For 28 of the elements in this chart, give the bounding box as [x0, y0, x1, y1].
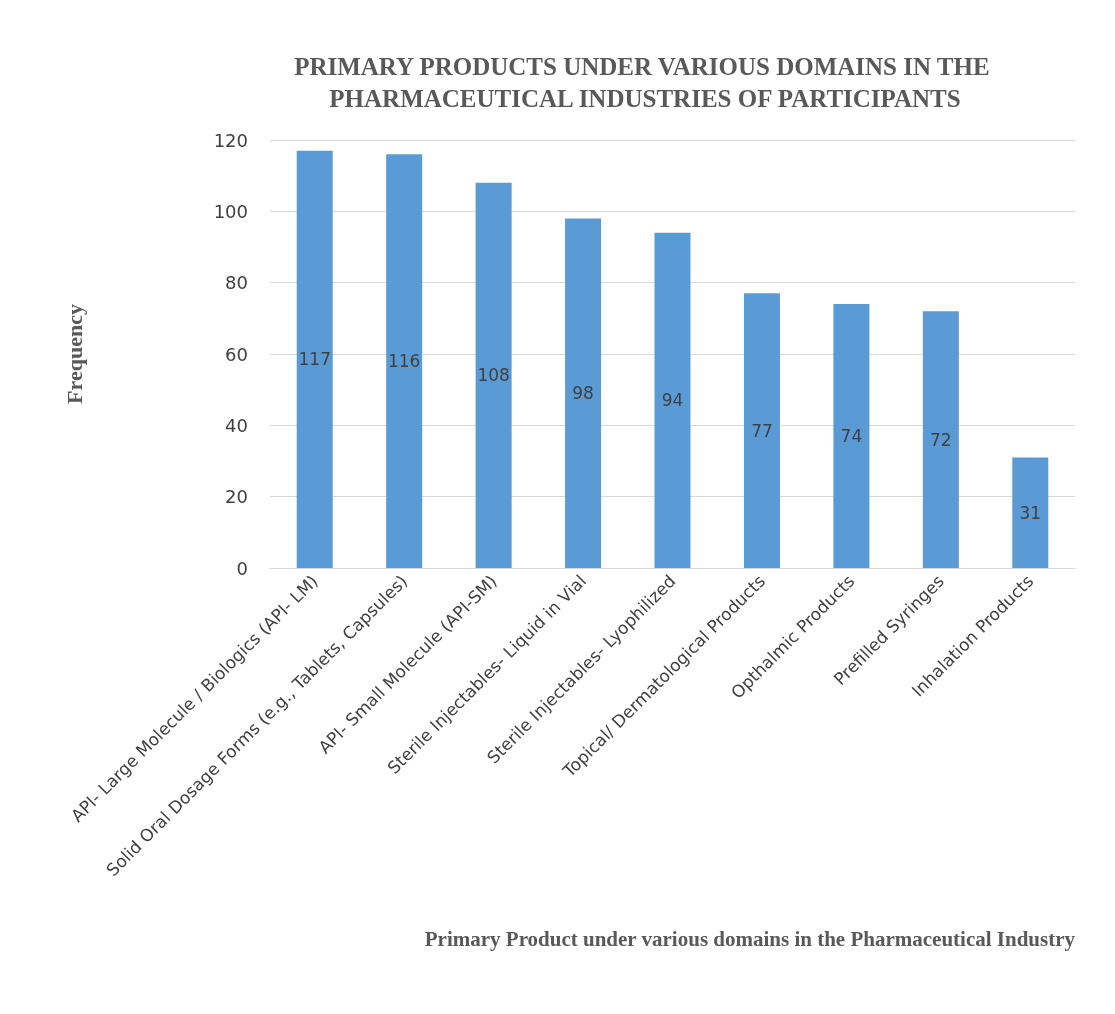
y-tick-label: 80	[225, 272, 248, 294]
y-axis-title: Frequency	[61, 304, 87, 404]
bar	[475, 182, 512, 568]
data-label: 116	[387, 351, 421, 372]
data-label: 77	[751, 420, 773, 441]
bar	[565, 218, 602, 568]
bar	[386, 154, 423, 568]
chart-title: PRIMARY PRODUCTS UNDER VARIOUS DOMAINS IN THE PHARMACEUTICAL INDUSTRIES OF PARTICIPANTS	[294, 52, 996, 112]
data-label: 74	[840, 426, 863, 447]
bar	[743, 293, 780, 568]
bar	[1012, 457, 1049, 568]
bar	[833, 304, 870, 568]
data-label: 108	[477, 365, 510, 386]
y-tick-label: 0	[236, 557, 248, 579]
y-tick-label: 40	[225, 414, 248, 436]
data-label: 72	[930, 429, 952, 450]
y-tick-label: 120	[213, 129, 248, 151]
y-tick-label: 60	[225, 343, 248, 365]
bar	[922, 311, 959, 568]
data-label: 98	[572, 383, 594, 404]
y-tick-label: 100	[213, 200, 248, 222]
data-label: 94	[661, 390, 684, 411]
data-label: 31	[1019, 502, 1042, 523]
data-label: 117	[298, 349, 331, 370]
y-tick-label: 20	[225, 486, 248, 508]
bar	[296, 150, 333, 568]
bar	[654, 232, 691, 568]
x-axis-title: Primary Product under various domains in the Pharmaceutical Industry	[424, 926, 1076, 951]
